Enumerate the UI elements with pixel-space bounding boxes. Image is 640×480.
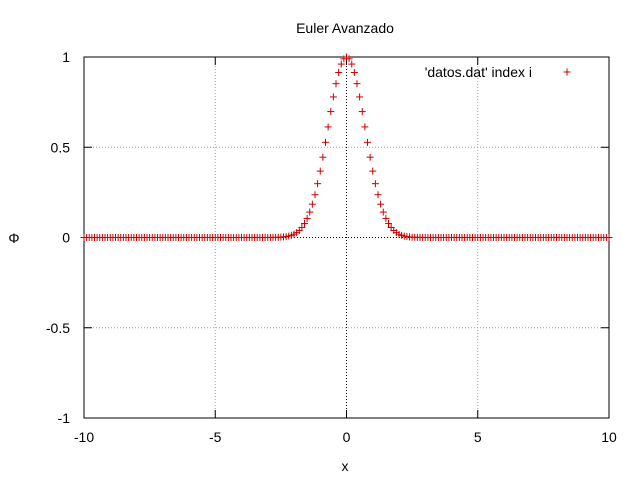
data-point xyxy=(348,60,356,68)
data-point xyxy=(311,191,319,199)
y-tick-label: 0.5 xyxy=(51,139,71,155)
y-axis-label: Φ xyxy=(8,230,19,246)
y-tick-label: 1 xyxy=(62,49,70,65)
chart-title: Euler Avanzado xyxy=(296,20,394,36)
x-tick-label: -5 xyxy=(209,429,222,445)
data-point xyxy=(335,69,343,77)
x-tick-label: 0 xyxy=(343,429,351,445)
data-point xyxy=(353,80,361,88)
data-point xyxy=(298,223,306,231)
data-point xyxy=(361,123,369,131)
data-point xyxy=(316,167,324,175)
data-point xyxy=(324,123,332,131)
data-point xyxy=(377,200,385,208)
data-point xyxy=(329,93,337,101)
data-point xyxy=(314,180,322,188)
data-point xyxy=(371,180,379,188)
data-point xyxy=(345,55,353,63)
data-point xyxy=(308,200,316,208)
x-tick-label: 5 xyxy=(474,429,482,445)
x-axis-label: x xyxy=(342,458,349,474)
legend-marker-symbol xyxy=(563,68,571,76)
data-point xyxy=(358,108,366,116)
y-tick-label: 0 xyxy=(62,230,70,246)
data-point xyxy=(332,80,340,88)
legend-marker xyxy=(563,68,571,76)
data-point xyxy=(319,153,327,161)
data-point xyxy=(379,208,387,216)
data-point xyxy=(322,138,329,146)
data-point xyxy=(364,138,371,146)
legend: 'datos.dat' index i xyxy=(425,64,571,80)
x-axis-ticks: -10 -5 0 5 10 xyxy=(74,57,617,445)
legend-label: 'datos.dat' index i xyxy=(425,64,532,80)
data-point xyxy=(356,93,364,101)
y-tick-label: -1 xyxy=(58,410,71,426)
data-point xyxy=(327,108,335,116)
data-point xyxy=(303,214,311,222)
data-point xyxy=(306,208,314,216)
data-point xyxy=(301,220,308,228)
data-point xyxy=(374,191,382,199)
data-point xyxy=(369,167,377,175)
x-tick-label: -10 xyxy=(74,429,94,445)
data-point xyxy=(350,69,358,77)
data-points xyxy=(80,53,613,241)
x-tick-label: 10 xyxy=(601,429,617,445)
data-point xyxy=(366,153,374,161)
data-point xyxy=(605,234,613,241)
data-point xyxy=(337,60,345,68)
data-point xyxy=(382,214,390,222)
data-point xyxy=(385,220,392,228)
y-tick-label: -0.5 xyxy=(46,320,70,336)
